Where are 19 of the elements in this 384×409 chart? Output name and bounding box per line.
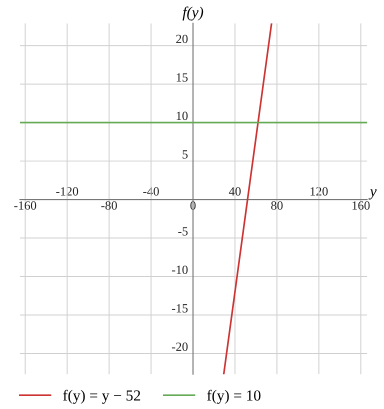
x2-tick-label: -120 — [56, 187, 78, 196]
x-tick-label: 160 — [352, 201, 370, 210]
x2-tick-label: 120 — [310, 187, 328, 196]
x2-tick-label: 40 — [228, 187, 241, 196]
y-tick-label: 20 — [176, 34, 188, 44]
y-axis-title: f(y) — [182, 6, 204, 21]
x-tick-label: -80 — [101, 201, 117, 210]
legend-label: f(y) = 10 — [207, 390, 260, 404]
y-tick-label: 15 — [176, 73, 188, 82]
y-tick-label: -20 — [172, 342, 188, 351]
x-tick-label: 80 — [271, 201, 283, 210]
x-tick-label: -160 — [14, 201, 36, 210]
y-tick-label: -15 — [172, 304, 188, 312]
y-tick-label: 10 — [176, 112, 188, 120]
x-axis-title: y — [368, 189, 377, 200]
y-tick-label: 5 — [182, 150, 188, 159]
y-tick-label: -10 — [172, 266, 188, 274]
y-tick-label: -5 — [178, 227, 188, 236]
legend-label: f(y) = y − 52 — [63, 390, 140, 404]
